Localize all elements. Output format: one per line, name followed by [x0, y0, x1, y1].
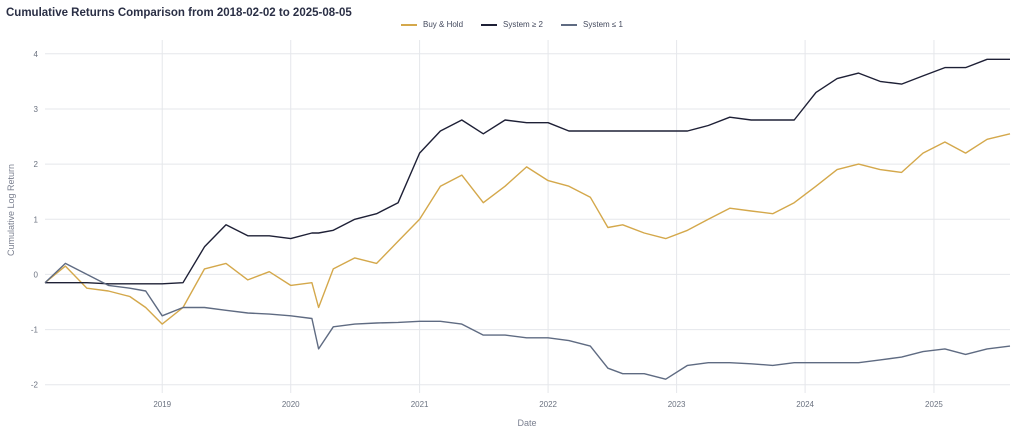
x-tick-label: 2021 [411, 400, 429, 409]
series-lines [44, 58, 1011, 380]
chart-legend[interactable]: Buy & Hold System ≥ 2 System ≤ 1 [0, 20, 1024, 29]
y-tick-label: -1 [31, 326, 39, 335]
series-line-buy-hold [44, 133, 1011, 325]
legend-swatch-system-ge-2 [481, 23, 498, 26]
y-tick-label: 0 [34, 270, 39, 279]
y-tick-label: 4 [34, 50, 39, 59]
grid-lines [45, 40, 1010, 393]
y-tick-label: 1 [34, 215, 39, 224]
x-tick-label: 2025 [925, 400, 943, 409]
x-axis-label: Date [517, 418, 536, 428]
legend-swatch-system-le-1 [561, 23, 578, 26]
y-tick-label: -2 [31, 381, 39, 390]
legend-item-system-le-1[interactable]: System ≤ 1 [561, 20, 623, 29]
legend-item-buy-hold[interactable]: Buy & Hold [401, 20, 463, 29]
legend-label-buy-hold: Buy & Hold [423, 20, 464, 29]
y-tick-label: 3 [34, 105, 39, 114]
y-tick-label: 2 [34, 160, 39, 169]
legend-label-system-ge-2: System ≥ 2 [503, 20, 544, 29]
series-line-system-ge-2 [45, 58, 1010, 285]
y-axis-label: Cumulative Log Return [6, 164, 16, 256]
x-tick-label: 2020 [282, 400, 300, 409]
legend-swatch-buy-hold [401, 23, 418, 26]
x-tick-label: 2022 [539, 400, 557, 409]
tick-labels: -2 -1 0 1 2 3 4 2019 2020 2021 2022 2023 2024 2025 [31, 50, 944, 409]
legend-item-system-ge-2[interactable]: System ≥ 2 [481, 20, 543, 29]
chart-title: Cumulative Returns Comparison from 2018-… [6, 7, 352, 19]
x-tick-label: 2024 [796, 400, 814, 409]
x-tick-label: 2023 [668, 400, 686, 409]
x-tick-label: 2019 [153, 400, 171, 409]
series-line-system-le-1 [44, 262, 1011, 380]
legend-label-system-le-1: System ≤ 1 [583, 20, 623, 29]
